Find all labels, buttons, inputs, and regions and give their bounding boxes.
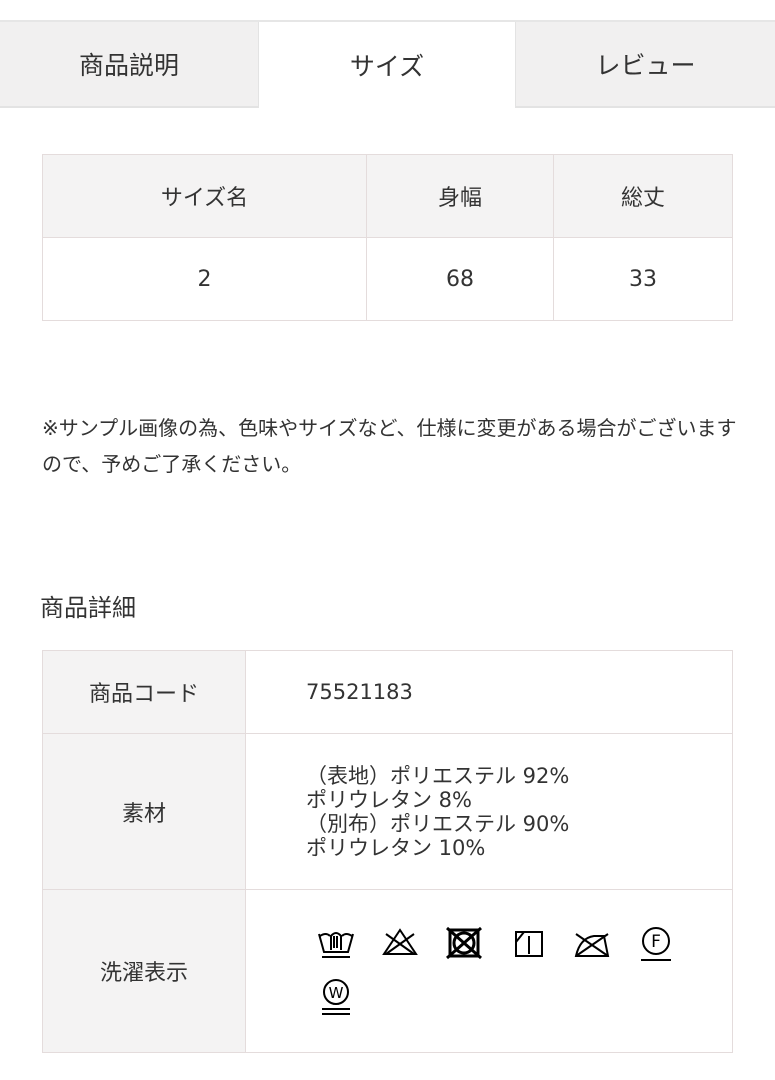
size-table: サイズ名 身幅 総丈 2 68 33	[42, 154, 733, 321]
sample-note: ※サンプル画像の為、色味やサイズなど、仕様に変更がある場合がございますので、予め…	[42, 416, 737, 476]
tab-size[interactable]: サイズ	[258, 22, 516, 108]
wet-clean-w-icon: W	[322, 979, 350, 1015]
details-table: 商品コード 75521183 素材 （表地）ポリエステル 92% ポリウレタン …	[42, 650, 733, 1053]
material-value: （表地）ポリエステル 92% ポリウレタン 8% （別布）ポリエステル 90% …	[245, 733, 733, 890]
tab-description[interactable]: 商品説明	[0, 22, 258, 108]
material-label: 素材	[42, 733, 246, 890]
cell: 33	[553, 237, 733, 321]
material-line: （表地）ポリエステル 92%	[306, 763, 570, 788]
header-size-name: サイズ名	[42, 154, 367, 238]
hand-wash-icon	[318, 932, 354, 958]
care-icons: F W	[316, 924, 696, 1018]
header-length: 総丈	[553, 154, 733, 238]
care-icons-cell: F W	[245, 889, 733, 1053]
svg-text:F: F	[651, 932, 661, 952]
header-width: 身幅	[366, 154, 554, 238]
table-row: 素材 （表地）ポリエステル 92% ポリウレタン 8% （別布）ポリエステル 9…	[42, 733, 733, 890]
material-line: （別布）ポリエステル 90%	[306, 811, 570, 836]
line-dry-shade-icon	[515, 931, 543, 957]
care-label: 洗濯表示	[42, 889, 246, 1053]
details-title: 商品詳細	[40, 594, 136, 622]
no-tumble-dry-icon	[446, 926, 482, 960]
code-value: 75521183	[245, 650, 733, 734]
no-iron-icon	[574, 933, 610, 957]
material-line: ポリウレタン 10%	[306, 835, 486, 860]
table-header-row: サイズ名 身幅 総丈	[42, 154, 733, 238]
no-bleach-icon	[382, 928, 418, 955]
tab-bar: 商品説明 サイズ レビュー	[0, 20, 775, 108]
svg-text:W: W	[329, 984, 344, 1002]
table-row: 商品コード 75521183	[42, 650, 733, 734]
tab-review[interactable]: レビュー	[516, 22, 775, 108]
code-label: 商品コード	[42, 650, 246, 734]
table-row: 2 68 33	[42, 237, 733, 321]
cell: 2	[42, 237, 367, 321]
material-line: ポリウレタン 8%	[306, 787, 472, 812]
dry-clean-f-icon: F	[641, 927, 671, 961]
cell: 68	[366, 237, 554, 321]
table-row: 洗濯表示 F W	[42, 889, 733, 1053]
